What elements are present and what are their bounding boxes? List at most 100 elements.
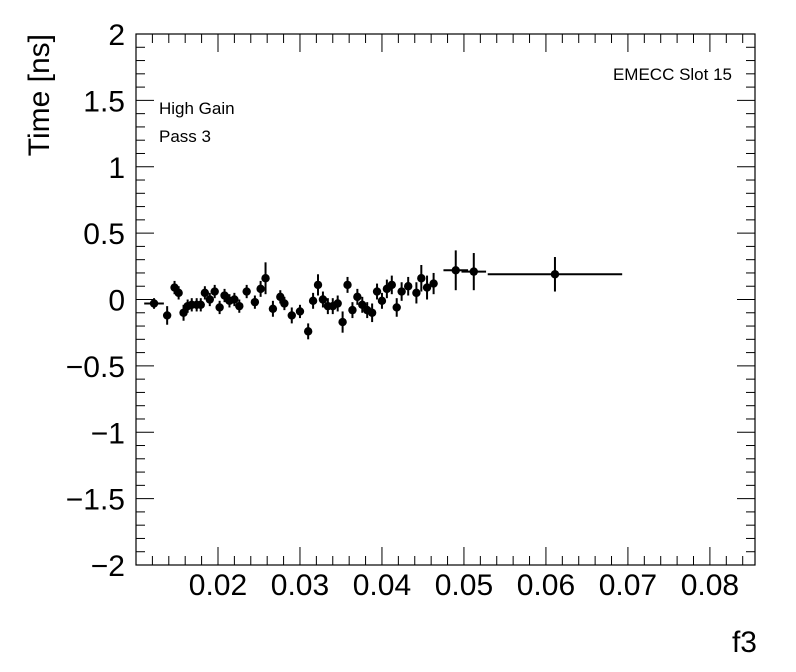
data-point — [333, 295, 342, 312]
data-point — [200, 286, 210, 300]
data-point — [250, 295, 260, 309]
data-point — [392, 298, 401, 317]
data-marker — [392, 303, 401, 312]
data-point — [220, 288, 229, 303]
axis-ticks — [135, 33, 755, 566]
data-point — [256, 280, 265, 297]
data-point — [343, 276, 352, 293]
data-point — [338, 311, 347, 333]
data-marker — [303, 327, 313, 336]
data-marker — [210, 287, 219, 296]
data-point — [162, 306, 172, 325]
data-marker — [367, 308, 377, 317]
data-point — [230, 292, 239, 307]
x-tick-label: 0.05 — [435, 569, 493, 602]
data-point — [303, 323, 313, 340]
data-points — [144, 250, 623, 340]
data-marker — [358, 300, 367, 310]
data-marker — [261, 274, 270, 283]
data-marker — [242, 287, 251, 296]
y-tick-label: −0.5 — [66, 351, 125, 384]
data-marker — [412, 288, 421, 298]
data-marker — [353, 292, 362, 302]
x-tick-label: 0.04 — [353, 569, 411, 602]
data-marker — [451, 266, 460, 275]
data-marker — [338, 317, 347, 327]
data-point — [461, 253, 487, 291]
data-point — [367, 303, 377, 323]
data-marker — [372, 287, 382, 296]
data-marker — [550, 270, 560, 279]
data-point — [308, 292, 318, 309]
x-tick-label: 0.07 — [599, 569, 657, 602]
data-marker — [220, 291, 229, 300]
y-tick-label: −1 — [91, 417, 125, 450]
data-point — [313, 274, 323, 296]
data-marker — [268, 304, 278, 313]
data-point — [377, 292, 387, 309]
data-point — [417, 264, 426, 292]
annotation-slot: EMECC Slot 15 — [613, 65, 732, 84]
data-marker — [422, 283, 432, 292]
y-tick-labels: −2 −1.5 −1 −0.5 0 0.5 1 1.5 2 — [66, 19, 125, 583]
data-point — [174, 286, 183, 300]
data-marker — [205, 295, 214, 304]
data-point — [353, 288, 362, 305]
data-point — [348, 302, 357, 319]
data-marker — [318, 295, 328, 304]
data-marker — [200, 288, 210, 298]
y-tick-label: 0.5 — [83, 218, 125, 251]
data-point — [179, 304, 188, 321]
y-tick-label: −1.5 — [66, 484, 125, 517]
annotation-pass: Pass 3 — [159, 127, 211, 146]
data-marker — [250, 297, 260, 307]
x-axis-title: f3 — [732, 626, 757, 659]
data-marker — [403, 282, 413, 291]
data-marker — [280, 299, 289, 308]
data-point — [295, 304, 305, 319]
data-point — [487, 257, 623, 292]
data-point — [443, 250, 469, 291]
data-point — [205, 292, 214, 307]
data-marker — [162, 311, 172, 320]
data-marker — [179, 308, 188, 317]
data-point — [422, 275, 432, 300]
data-point — [397, 282, 406, 301]
data-marker — [343, 280, 352, 290]
data-point — [318, 291, 328, 308]
data-point — [210, 284, 219, 299]
data-point — [387, 275, 396, 295]
data-marker — [348, 305, 357, 315]
data-marker — [387, 280, 396, 290]
data-point — [276, 290, 285, 304]
data-marker — [308, 296, 318, 306]
data-marker — [196, 300, 205, 310]
data-point — [358, 296, 367, 313]
y-tick-label: 2 — [108, 19, 125, 52]
data-marker — [313, 280, 323, 290]
data-marker — [377, 296, 387, 306]
data-marker — [333, 299, 342, 308]
data-marker — [469, 267, 478, 276]
data-point — [403, 276, 413, 296]
data-marker — [256, 284, 265, 294]
x-tick-label: 0.03 — [271, 569, 329, 602]
y-tick-label: 1 — [108, 152, 125, 185]
data-point — [268, 300, 278, 317]
data-marker — [397, 287, 406, 296]
data-marker — [235, 301, 244, 311]
data-point — [372, 283, 382, 300]
data-marker — [149, 299, 159, 308]
data-point — [215, 300, 224, 315]
annotation-gain: High Gain — [159, 99, 235, 118]
data-marker — [429, 279, 438, 288]
x-tick-labels: 0.02 0.03 0.04 0.05 0.06 0.07 0.08 — [189, 569, 739, 602]
data-point — [235, 299, 244, 313]
data-marker — [295, 307, 305, 316]
data-point — [280, 296, 289, 311]
data-point — [412, 282, 421, 304]
y-tick-label: 0 — [108, 285, 125, 318]
x-tick-label: 0.06 — [517, 569, 575, 602]
data-marker — [174, 288, 183, 298]
data-point — [196, 298, 205, 312]
